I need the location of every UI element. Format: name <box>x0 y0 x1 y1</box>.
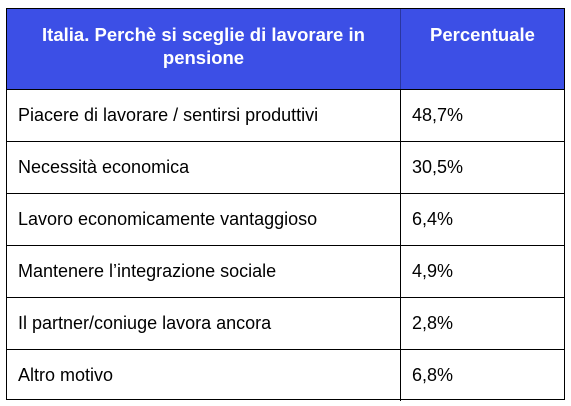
percentage-cell: 2,8% <box>412 313 454 333</box>
table-row: Mantenere l’integrazione sociale 4,9% <box>7 245 564 297</box>
reason-cell: Il partner/coniuge lavora ancora <box>7 298 401 349</box>
percentage-cell: 4,9% <box>412 261 454 281</box>
reason-cell: Piacere di lavorare / sentirsi produttiv… <box>7 90 401 141</box>
table-row: Altro motivo 6,8% <box>7 349 564 401</box>
header-percentage: Percentuale <box>430 24 535 45</box>
retirement-work-table: Italia. Perchè si sceglie di lavorare in… <box>6 8 565 401</box>
table-row: Piacere di lavorare / sentirsi produttiv… <box>7 89 564 141</box>
percentage-cell: 30,5% <box>412 157 464 177</box>
percentage-cell: 6,8% <box>412 365 454 385</box>
reason-cell: Altro motivo <box>7 350 401 401</box>
table-row: Lavoro economicamente vantaggioso 6,4% <box>7 193 564 245</box>
reason-cell: Mantenere l’integrazione sociale <box>7 246 401 297</box>
reason-cell: Lavoro economicamente vantaggioso <box>7 194 401 245</box>
reason-cell: Necessità economica <box>7 142 401 193</box>
percentage-cell: 48,7% <box>412 105 464 125</box>
table-header-row: Italia. Perchè si sceglie di lavorare in… <box>7 9 564 89</box>
header-reason: Italia. Perchè si sceglie di lavorare in… <box>7 9 401 89</box>
table-row: Necessità economica 30,5% <box>7 141 564 193</box>
table-row: Il partner/coniuge lavora ancora 2,8% <box>7 297 564 349</box>
percentage-cell: 6,4% <box>412 209 454 229</box>
